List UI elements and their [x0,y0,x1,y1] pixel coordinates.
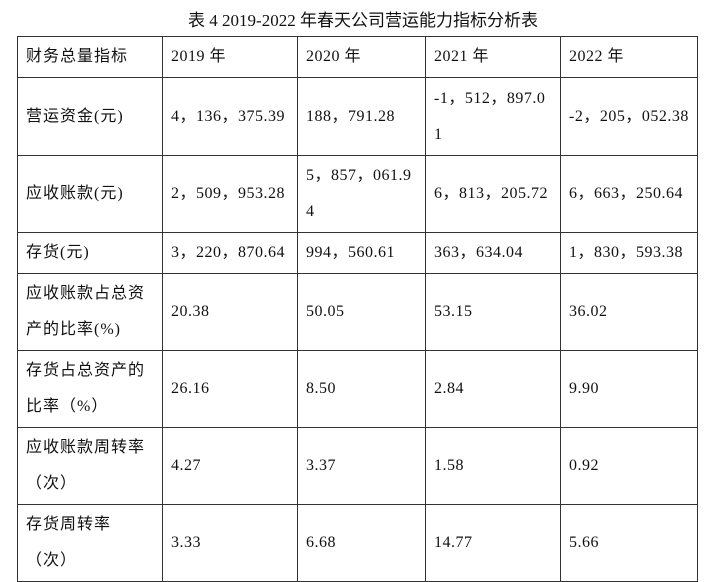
row-label: 存货(元) [17,232,163,274]
row-label: 营运资金(元) [17,77,163,156]
table-row: 财务总量指标 2019 年 2020 年 2021 年 2022 年 [17,36,698,78]
cell: 3.33 [162,504,298,582]
table-row: 存货(元) 3，220，870.64 994，560.61 363，634.04 1，8… [17,232,698,274]
cell: 53.15 [425,273,561,351]
cell: 2022 年 [560,36,698,78]
cell: 36.02 [560,273,698,351]
row-label: 存货占总资产的比率（%） [17,350,163,428]
cell: 50.05 [297,273,426,351]
cell: -2，205，052.38 [560,77,698,156]
cell: 6.68 [297,504,426,582]
cell: 2019 年 [162,36,298,78]
cell: 2，509，953.28 [162,155,298,233]
cell: 994，560.61 [297,232,426,274]
row-label: 财务总量指标 [17,36,163,78]
cell: 5.66 [560,504,698,582]
cell: 1，830，593.38 [560,232,698,274]
cell: 2020 年 [297,36,426,78]
table-row: 存货周转率（次） 3.33 6.68 14.77 5.66 [17,504,698,582]
table-row: 应收账款周转率（次） 4.27 3.37 1.58 0.92 [17,427,698,505]
cell: 3.37 [297,427,426,505]
cell: 1.58 [425,427,561,505]
cell: -1，512，897.01 [425,77,561,156]
row-label: 应收账款周转率（次） [17,427,163,505]
row-label: 存货周转率（次） [17,504,163,582]
cell: 2.84 [425,350,561,428]
cell: 5，857，061.94 [297,155,426,233]
cell: 6，813，205.72 [425,155,561,233]
cell: 14.77 [425,504,561,582]
cell: 3，220，870.64 [162,232,298,274]
row-label: 应收账款占总资产的比率(%) [17,273,163,351]
row-label: 应收账款(元) [17,155,163,233]
table-row: 营运资金(元) 4，136，375.39 188，791.28 -1，512，897.… [17,77,698,156]
table-title: 表 4 2019-2022 年春天公司营运能力指标分析表 [188,11,538,30]
cell: 2021 年 [425,36,561,78]
cell: 363，634.04 [425,232,561,274]
table: 财务总量指标 2019 年 2020 年 2021 年 2022 年营运资金(元) 4，1… [17,36,698,582]
cell: 9.90 [560,350,698,428]
cell: 8.50 [297,350,426,428]
cell: 0.92 [560,427,698,505]
cell: 4.27 [162,427,298,505]
cell: 188，791.28 [297,77,426,156]
table-row: 应收账款占总资产的比率(%) 20.38 50.05 53.15 36.02 [17,273,698,351]
cell: 6，663，250.64 [560,155,698,233]
table-row: 应收账款(元) 2，509，953.28 5，857，061.94 6，813，205… [17,155,698,233]
cell: 4，136，375.39 [162,77,298,156]
table-row: 存货占总资产的比率（%） 26.16 8.50 2.84 9.90 [17,350,698,428]
cell: 20.38 [162,273,298,351]
cell: 26.16 [162,350,298,428]
